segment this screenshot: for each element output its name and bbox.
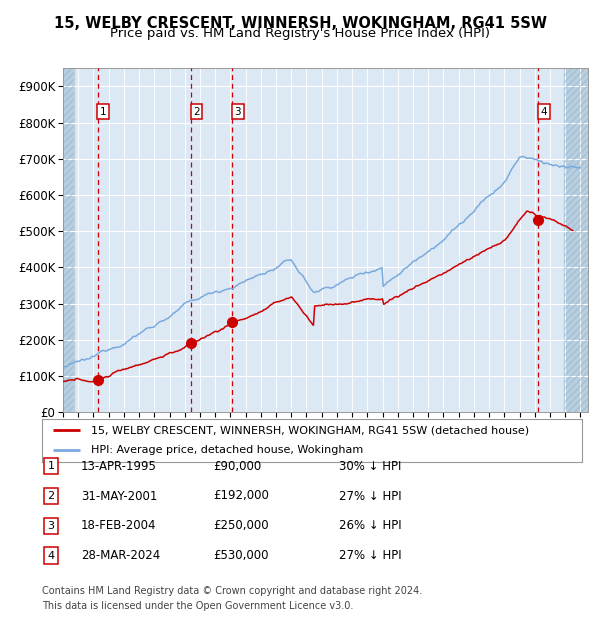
Text: 1: 1 [47,461,55,471]
Text: 28-MAR-2024: 28-MAR-2024 [81,549,160,562]
Text: This data is licensed under the Open Government Licence v3.0.: This data is licensed under the Open Gov… [42,601,353,611]
Text: 30% ↓ HPI: 30% ↓ HPI [339,460,401,472]
Bar [63,68,74,412]
Text: £192,000: £192,000 [213,490,269,502]
Text: 3: 3 [47,521,55,531]
Text: 27% ↓ HPI: 27% ↓ HPI [339,490,401,502]
Text: £90,000: £90,000 [213,460,261,472]
Text: Contains HM Land Registry data © Crown copyright and database right 2024.: Contains HM Land Registry data © Crown c… [42,586,422,596]
Text: 26% ↓ HPI: 26% ↓ HPI [339,520,401,532]
Text: £530,000: £530,000 [213,549,269,562]
Text: 27% ↓ HPI: 27% ↓ HPI [339,549,401,562]
Text: 4: 4 [47,551,55,560]
Text: 31-MAY-2001: 31-MAY-2001 [81,490,157,502]
Text: 18-FEB-2004: 18-FEB-2004 [81,520,157,532]
Text: 15, WELBY CRESCENT, WINNERSH, WOKINGHAM, RG41 5SW (detached house): 15, WELBY CRESCENT, WINNERSH, WOKINGHAM,… [91,425,529,435]
Bar [563,68,588,412]
Text: 2: 2 [193,107,200,117]
Text: HPI: Average price, detached house, Wokingham: HPI: Average price, detached house, Woki… [91,445,363,455]
Text: £250,000: £250,000 [213,520,269,532]
Text: Price paid vs. HM Land Registry's House Price Index (HPI): Price paid vs. HM Land Registry's House … [110,27,490,40]
Bar [63,68,74,412]
Text: 2: 2 [47,491,55,501]
Bar [563,68,588,412]
Text: 1: 1 [100,107,107,117]
Text: 3: 3 [235,107,241,117]
Text: 4: 4 [541,107,547,117]
Text: 15, WELBY CRESCENT, WINNERSH, WOKINGHAM, RG41 5SW: 15, WELBY CRESCENT, WINNERSH, WOKINGHAM,… [53,16,547,31]
Text: 13-APR-1995: 13-APR-1995 [81,460,157,472]
